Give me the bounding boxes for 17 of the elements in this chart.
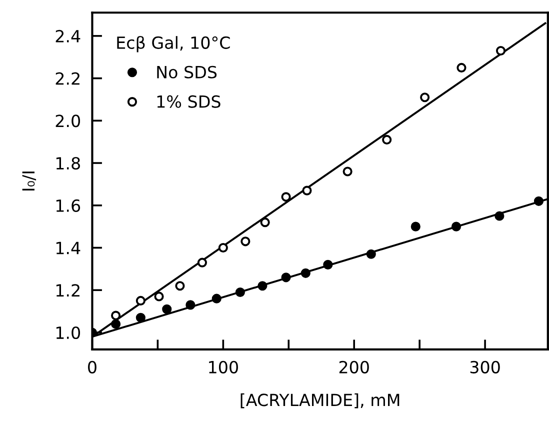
- x-axis-title: [ACRYLAMIDE], mM: [240, 393, 400, 408]
- y-tick-label: 1.0: [56, 326, 80, 340]
- y-tick-label: 2.4: [56, 30, 80, 42]
- y-axis-title: I₀/I: [22, 172, 36, 190]
- legend-label: 1% SDS: [157, 95, 220, 108]
- y-tick-label: 1.2: [56, 284, 80, 296]
- y-tick-label: 2.2: [56, 72, 80, 85]
- y-tick-label: 1.8: [56, 156, 80, 170]
- y-tick-label: 1.6: [56, 199, 80, 212]
- y-tick-label: 2.0: [56, 114, 80, 128]
- legend-title: Ecβ Gal, 10°C: [117, 36, 230, 52]
- x-tick-label: 0: [88, 360, 96, 374]
- x-tick-label: 300: [470, 360, 500, 374]
- y-tick-label: 1.4: [56, 242, 80, 254]
- x-tick-label: 100: [209, 360, 238, 374]
- legend-label: No SDS: [157, 66, 217, 78]
- x-tick-label: 200: [339, 360, 369, 374]
